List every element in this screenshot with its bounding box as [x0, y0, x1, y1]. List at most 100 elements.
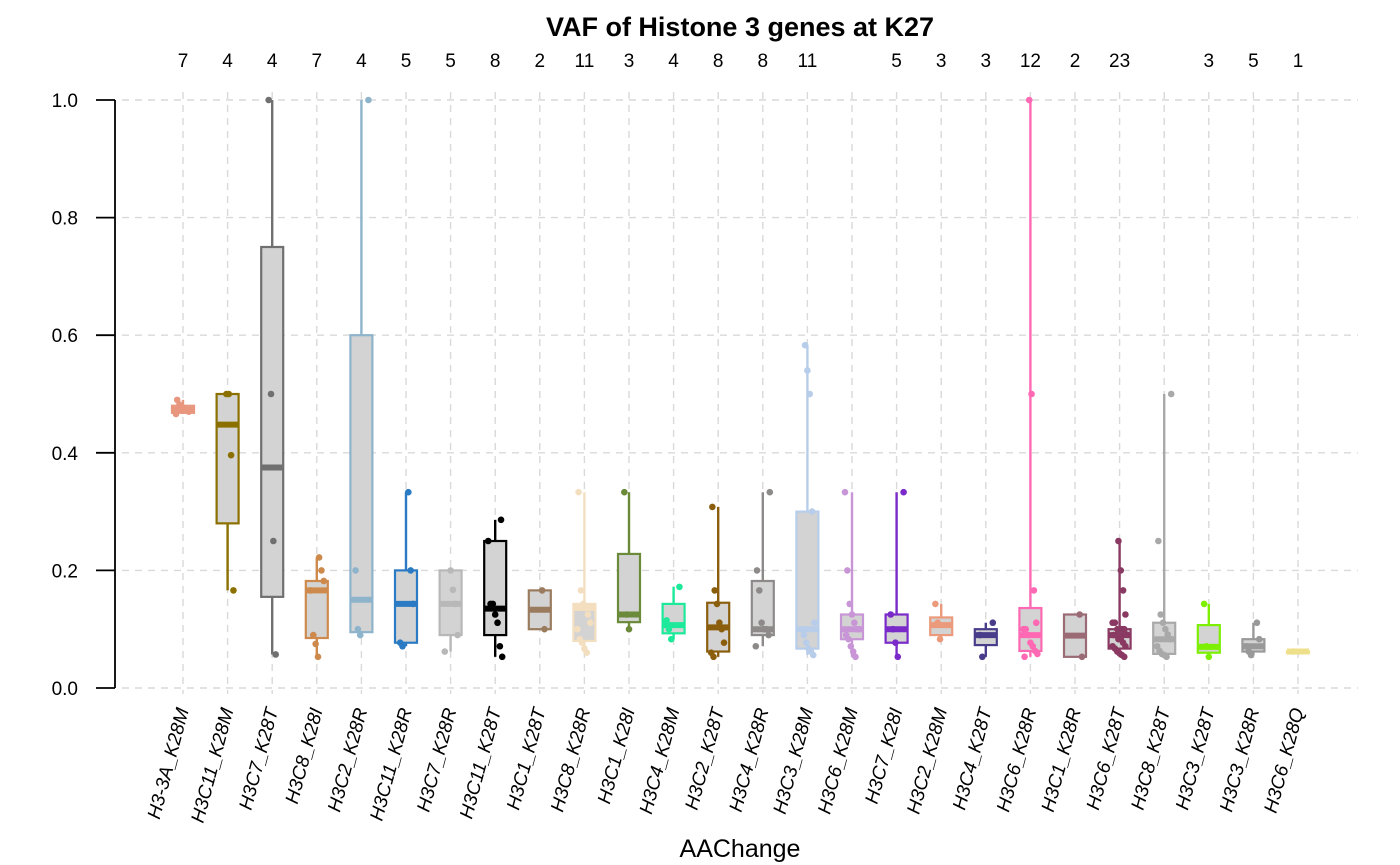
box-group [661, 583, 686, 643]
data-point [625, 625, 633, 633]
data-point [1155, 537, 1162, 545]
data-point [1025, 96, 1033, 104]
data-point [407, 567, 414, 574]
sample-count: 23 [1109, 51, 1130, 72]
data-point [720, 639, 728, 647]
category-label: H3C11_K28M [188, 706, 239, 826]
box-group [1241, 619, 1266, 659]
data-point [979, 653, 986, 661]
data-point [491, 611, 499, 618]
box-group [1018, 96, 1043, 661]
box-group [795, 341, 820, 659]
box-group [884, 488, 909, 661]
data-point [1159, 619, 1167, 627]
data-point [365, 96, 372, 104]
y-tick-label: 0.4 [52, 444, 79, 465]
box-group [260, 96, 285, 658]
sample-count: 2 [535, 51, 546, 72]
data-point [173, 396, 181, 404]
data-point [802, 639, 810, 647]
data-point [1032, 619, 1040, 627]
data-point [1253, 619, 1261, 627]
sample-count: 4 [222, 51, 233, 72]
data-point [1020, 625, 1027, 633]
box-group [304, 554, 329, 661]
box-group [527, 587, 552, 633]
category-label: H3C1_K28I [594, 705, 640, 806]
data-point [847, 642, 855, 650]
data-point [487, 600, 494, 608]
data-point [756, 587, 763, 594]
data-point [760, 625, 768, 633]
data-point [356, 631, 364, 639]
data-point [663, 617, 670, 624]
data-point [1123, 631, 1130, 638]
y-tick-label: 1.0 [52, 91, 78, 112]
data-point [1203, 642, 1210, 650]
sample-count: 5 [891, 51, 902, 72]
data-point [798, 625, 805, 633]
y-tick-label: 0.6 [52, 326, 78, 347]
count-labels: 7 4 4 7 4 5 5 8 2 11 3 4 8 8 11 5 3 3 12 2 23 3 5 1 [178, 51, 1304, 72]
category-label: H3C7_K28R [414, 706, 462, 815]
data-point [1205, 653, 1213, 661]
data-point [846, 600, 853, 608]
data-point [227, 451, 235, 459]
data-point [1030, 587, 1038, 594]
box-group [973, 619, 998, 661]
data-point [707, 649, 715, 657]
data-point [676, 583, 683, 591]
data-point [1110, 631, 1118, 639]
box-group [750, 488, 775, 650]
category-label: H3C2_K28M [904, 706, 952, 817]
data-point [848, 611, 856, 618]
data-point [172, 410, 180, 418]
category-label: H3C4_K28M [636, 706, 684, 817]
category-label: H3C6_K28R [993, 706, 1041, 815]
data-point [396, 639, 404, 647]
data-point [1109, 619, 1116, 627]
data-point [1164, 631, 1171, 638]
y-tick-label: 0.2 [52, 561, 78, 582]
data-point [538, 587, 546, 594]
data-point [1021, 653, 1028, 661]
data-point [1200, 600, 1208, 608]
data-point [230, 587, 237, 594]
data-point [451, 600, 459, 608]
category-label: H3C3_K28M [770, 706, 818, 817]
data-point [1076, 611, 1083, 618]
data-point [1109, 642, 1116, 650]
data-point [575, 488, 582, 496]
data-point [934, 619, 941, 627]
data-point [989, 619, 997, 627]
category-label: H3C11_K28R [367, 706, 417, 824]
box-group [1196, 600, 1221, 661]
data-point [1153, 642, 1161, 650]
data-point [713, 600, 721, 608]
data-point [314, 653, 322, 661]
category-label: H3C6_K28T [1083, 705, 1131, 813]
category-label: H3C4_K28R [726, 706, 774, 815]
sample-count: 1 [1293, 51, 1304, 72]
chart-title: VAF of Histone 3 genes at K27 [546, 12, 934, 42]
box-group [616, 488, 642, 633]
data-point [623, 611, 630, 618]
data-point [454, 631, 461, 639]
data-point [272, 651, 280, 658]
data-point [579, 600, 587, 608]
data-point [541, 625, 548, 633]
sample-count: 5 [1248, 51, 1259, 72]
category-labels: H3-3A_K28MH3C11_K28MH3C7_K28TH3C8_K28IH3… [144, 705, 1309, 826]
data-point [900, 488, 907, 496]
category-label: H3C6_K28M [814, 706, 862, 817]
data-point [932, 600, 939, 608]
category-label: H3C7_K28I [862, 705, 908, 806]
data-point [409, 600, 417, 608]
data-point [841, 488, 849, 496]
sample-count: 7 [312, 51, 323, 72]
box-layer [170, 96, 1311, 661]
box-group [349, 96, 374, 639]
data-point [497, 516, 505, 524]
data-point [844, 567, 851, 574]
category-label: H3C2_K28R [324, 706, 372, 815]
